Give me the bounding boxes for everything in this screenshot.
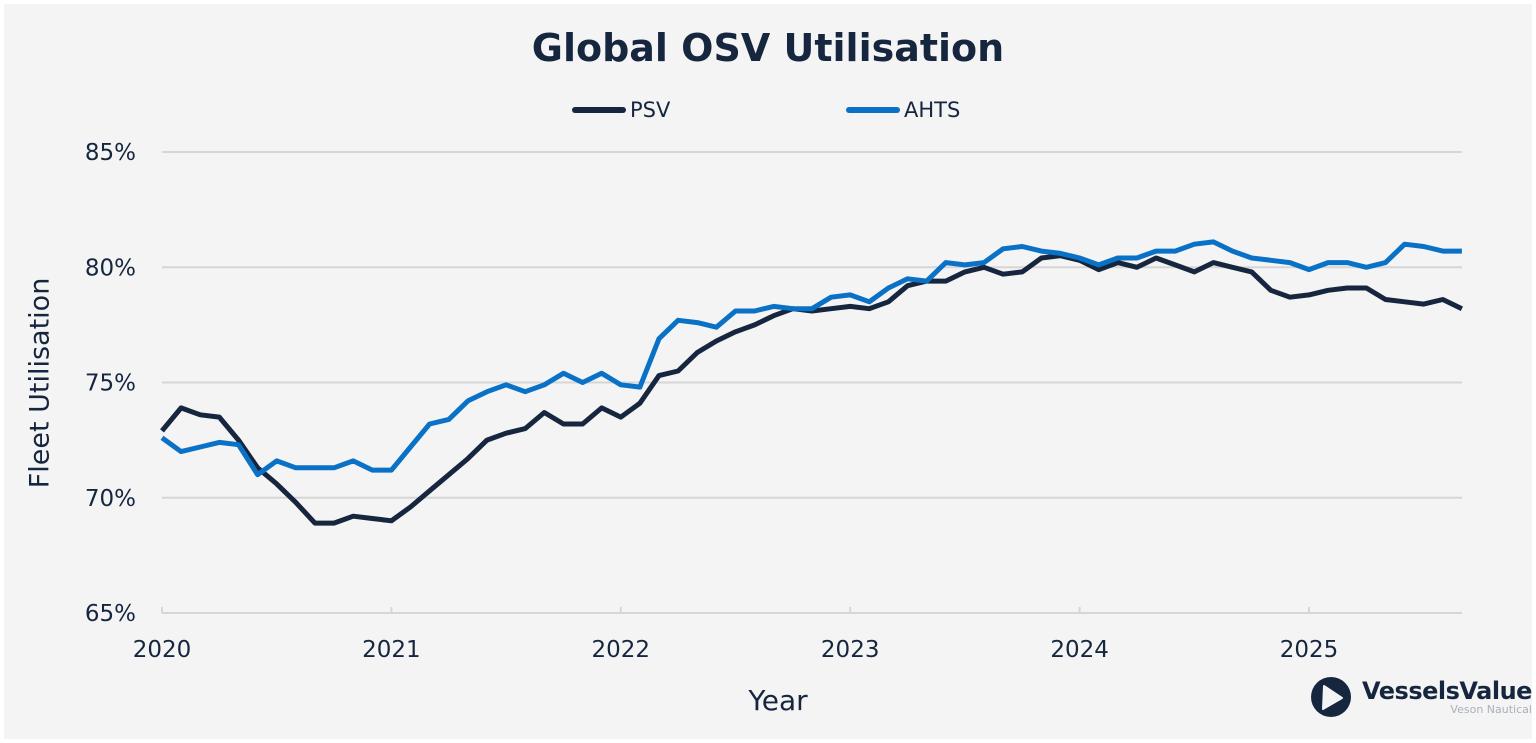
legend-label-psv: PSV: [630, 98, 671, 122]
x-axis-label: Year: [748, 684, 808, 717]
y-tick-label: 85%: [85, 140, 136, 166]
chart-title: Global OSV Utilisation: [531, 26, 1005, 70]
y-tick-label: 70%: [85, 486, 136, 512]
x-tick-label: 2022: [592, 637, 651, 663]
legend-item-psv: PSV: [572, 98, 670, 122]
x-tick-label: 2023: [821, 637, 880, 663]
y-tick-label: 65%: [85, 601, 136, 627]
legend-label-ahts: AHTS: [904, 98, 961, 122]
logo-name: VesselsValue: [1362, 677, 1532, 705]
chart-background: [4, 4, 1532, 739]
x-tick-label: 2020: [133, 637, 192, 663]
legend-swatch-ahts: [846, 107, 900, 113]
legend-swatch-psv: [572, 107, 626, 113]
legend-item-ahts: AHTS: [846, 98, 960, 122]
play-triangle-in-circle-icon: [1311, 677, 1351, 717]
vesselsvalue-logo: VesselsValue Veson Nautical: [1310, 676, 1532, 718]
series-line-ahts: [160, 239, 1462, 478]
x-tick-label: 2021: [362, 637, 421, 663]
series-line-psv: [160, 253, 1463, 526]
x-tick-label: 2024: [1050, 637, 1109, 663]
logo-subtitle: Veson Nautical: [1450, 703, 1532, 716]
y-tick-label: 80%: [85, 255, 136, 281]
x-tick-label: 2025: [1280, 637, 1339, 663]
y-tick-label: 75%: [85, 371, 136, 397]
